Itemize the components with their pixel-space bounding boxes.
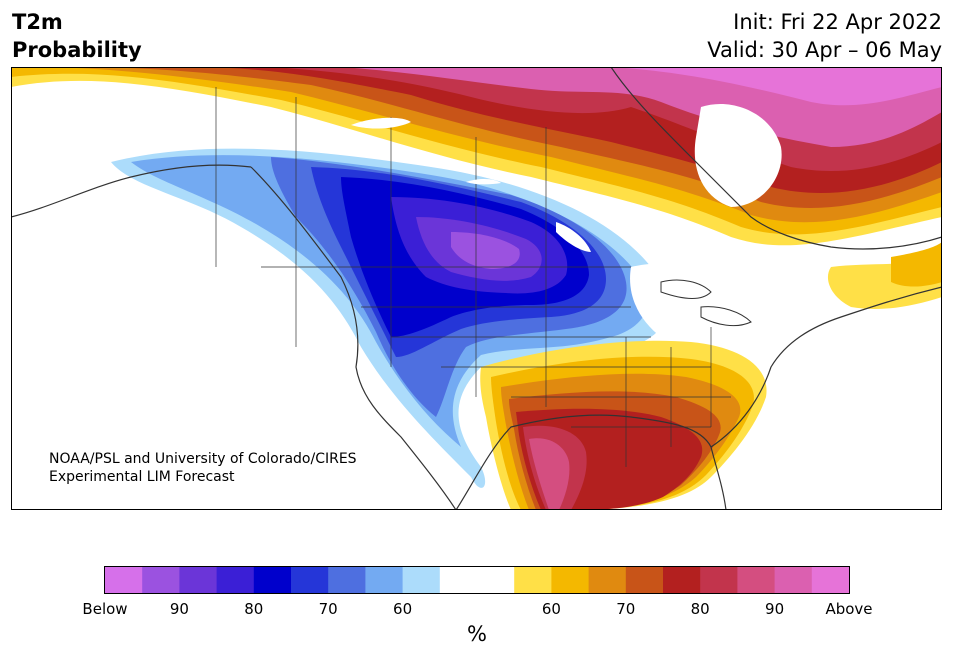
colorbar-unit-label: %	[467, 622, 487, 646]
colorbar-tick-label: 60	[541, 600, 561, 618]
credit-text: NOAA/PSL and University of Colorado/CIRE…	[49, 450, 357, 486]
colorbar-swatch	[105, 567, 143, 593]
colorbar-swatch	[142, 567, 180, 593]
colorbar-swatch	[179, 567, 218, 593]
colorbar-tick-label: 90	[765, 600, 785, 618]
init-date: Init: Fri 22 Apr 2022	[733, 10, 942, 34]
colorbar-swatch	[253, 567, 292, 593]
colorbar-tick-label: 70	[318, 600, 338, 618]
credit-line-2: Experimental LIM Forecast	[49, 469, 235, 485]
colorbar-swatch	[774, 567, 813, 593]
title-line-1: T2m	[12, 10, 63, 34]
colorbar-swatch	[737, 567, 776, 593]
colorbar-swatch	[551, 567, 590, 593]
colorbar-tick-label: 90	[169, 600, 189, 618]
valid-date: Valid: 30 Apr – 06 May	[707, 38, 942, 62]
colorbar-swatch	[477, 567, 515, 593]
colorbar	[104, 566, 850, 594]
colorbar-swatch	[402, 567, 441, 593]
colorbar-swatch	[328, 567, 366, 593]
colorbar-swatch	[439, 567, 478, 593]
colorbar-swatch	[588, 567, 627, 593]
colorbar-swatch	[291, 567, 329, 593]
colorbar-tick-label: 80	[690, 600, 710, 618]
coastline	[11, 164, 457, 510]
colorbar-swatch	[700, 567, 738, 593]
map-title: T2m Probability	[12, 8, 142, 64]
probability-map	[11, 67, 942, 510]
colorbar-swatch	[811, 567, 850, 593]
title-line-2: Probability	[12, 38, 142, 62]
colorbar-tick-label: 80	[244, 600, 264, 618]
colorbar-swatch	[625, 567, 664, 593]
colorbar-tick-label: Below	[82, 600, 128, 618]
colorbar-swatch	[663, 567, 701, 593]
colorbar-swatch	[365, 567, 404, 593]
colorbar-border	[104, 566, 850, 594]
credit-line-1: NOAA/PSL and University of Colorado/CIRE…	[49, 451, 357, 467]
forecast-dates: Init: Fri 22 Apr 2022 Valid: 30 Apr – 06…	[707, 8, 942, 64]
colorbar-swatch	[216, 567, 255, 593]
colorbar-tick-label: 70	[616, 600, 636, 618]
colorbar-swatch	[514, 567, 552, 593]
colorbar-tick-label: Above	[825, 600, 873, 618]
colorbar-tick-label: 60	[393, 600, 413, 618]
